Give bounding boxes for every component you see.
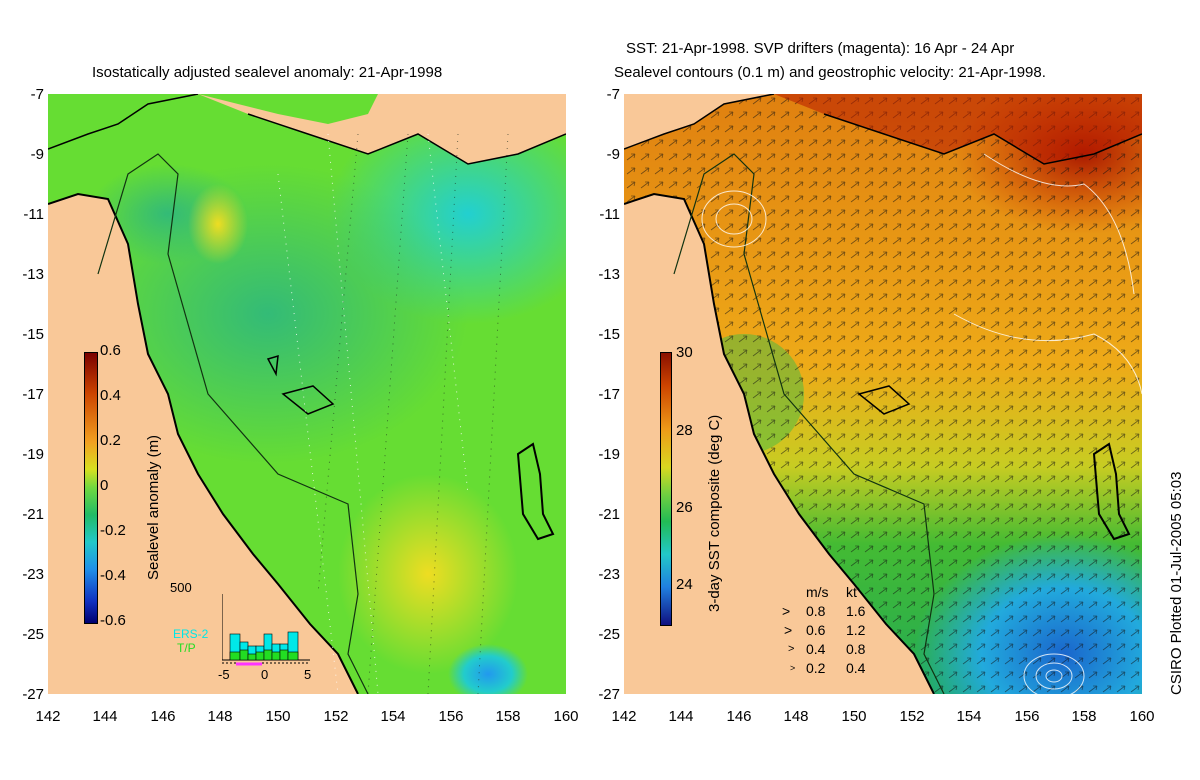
x-tick: 156 [1014,708,1040,725]
sla-tick: -0.4 [100,567,126,584]
y-tick: -21 [22,506,44,523]
sealevel-anomaly-map [47,93,608,704]
inset-legend-ers2: ERS-2 [173,627,209,641]
velocity-key-ms: 0.2 [806,660,826,676]
x-tick: 144 [92,708,118,725]
x-tick: 156 [438,708,464,725]
x-tick: 146 [726,708,752,725]
y-tick: -15 [598,326,620,343]
y-tick: -9 [606,146,620,163]
inset-legend-tp: T/P [177,641,196,655]
sla-tick: 0.4 [100,387,121,404]
y-tick: -7 [606,86,620,103]
x-tick: 160 [1129,708,1155,725]
x-tick: 160 [553,708,579,725]
x-tick: 154 [956,708,982,725]
y-tick: -9 [30,146,44,163]
y-tick: -15 [22,326,44,343]
sla-low-anomaly-southeast [448,644,528,704]
arrow-icon: > [788,643,795,655]
inset-xtick: 5 [304,667,312,682]
sla-tick: -0.2 [100,522,126,539]
altimeter-tracks [317,133,509,695]
arrow-icon: > [784,622,793,638]
velocity-key-kt: 0.8 [846,641,866,657]
y-tick: -25 [598,626,620,643]
sla-colorbar-label: Sealevel anomaly (m) [145,434,162,580]
y-tick: -27 [598,686,620,703]
velocity-key-ms: 0.4 [806,641,826,657]
x-tick: 152 [323,708,349,725]
y-tick: -27 [22,686,44,703]
plot-credit: CSIRO Plotted 01-Jul-2005 05:03 [1168,471,1185,695]
y-tick: -23 [22,566,44,583]
inset-xtick: 0 [261,667,269,682]
sst-tick: 26 [676,499,693,516]
new-guinea-landmass [624,94,774,149]
sst-colorbar [660,352,672,626]
y-tick: -11 [23,206,44,223]
sla-colorbar [84,352,98,624]
velocity-key-ms: 0.6 [806,622,826,638]
velocity-key-header-kt: kt [846,584,857,600]
velocity-key: m/s kt > 0.8 1.6 > 0.6 1.2 > 0.4 0.8 > 0… [780,583,880,678]
sla-tick: 0.2 [100,432,121,449]
left-panel-title: Isostatically adjusted sealevel anomaly:… [92,64,443,81]
y-tick: -17 [598,386,620,403]
y-tick: -19 [22,446,44,463]
y-tick: -19 [598,446,620,463]
sla-tick: 0.6 [100,342,121,359]
inset-histogram [221,594,310,668]
sst-tick: 30 [676,344,693,361]
right-panel-title-line1: SST: 21-Apr-1998. SVP drifters (magenta)… [626,40,1015,57]
x-tick: 158 [1071,708,1097,725]
x-tick: 148 [207,708,233,725]
australia-landmass [48,194,358,694]
arrow-icon: > [790,663,796,673]
x-tick: 146 [150,708,176,725]
y-tick: -13 [22,266,44,283]
y-tick: -11 [599,206,620,223]
new-guinea-landmass [48,94,566,164]
y-tick: -21 [598,506,620,523]
velocity-key-header-ms: m/s [806,584,829,600]
x-tick: 148 [783,708,809,725]
australia-landmass [624,194,934,694]
arrow-icon: > [782,603,791,619]
x-tick: 144 [668,708,694,725]
sst-colorbar-label: 3-day SST composite (deg C) [706,414,723,612]
x-tick: 152 [899,708,925,725]
inset-ymax-label: 500 [170,580,192,595]
y-tick: -17 [22,386,44,403]
velocity-key-ms: 0.8 [806,603,826,619]
right-panel-title-line2: Sealevel contours (0.1 m) and geostrophi… [614,64,1046,81]
velocity-key-kt: 1.2 [846,622,866,638]
x-tick: 142 [35,708,61,725]
x-tick: 158 [495,708,521,725]
velocity-key-kt: 0.4 [846,660,866,676]
sla-tick: -0.6 [100,612,126,629]
x-tick: 150 [841,708,867,725]
y-tick: -7 [30,86,44,103]
sst-tick: 24 [676,576,693,593]
sst-tick: 28 [676,422,693,439]
y-tick: -25 [22,626,44,643]
sla-tick: 0 [100,477,109,494]
x-tick: 142 [611,708,637,725]
y-tick: -13 [598,266,620,283]
velocity-key-kt: 1.6 [846,603,866,619]
y-tick: -23 [598,566,620,583]
x-tick: 150 [265,708,291,725]
sla-high-anomaly-south [338,474,518,674]
sst-map [623,74,1200,774]
inset-xtick: -5 [218,667,230,682]
x-tick: 154 [380,708,406,725]
